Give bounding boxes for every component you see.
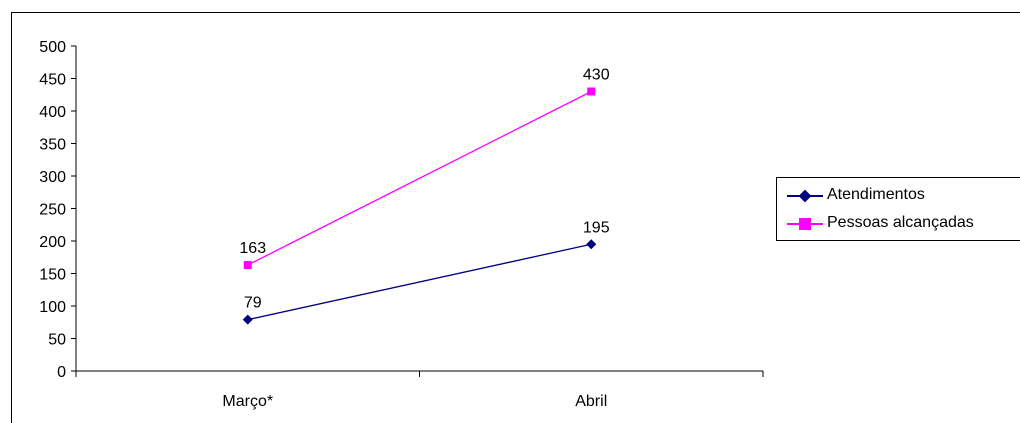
- y-tick-label: 500: [39, 39, 66, 56]
- y-tick-label: 450: [39, 72, 66, 89]
- data-label: 79: [244, 295, 262, 312]
- y-tick-label: 200: [39, 234, 66, 251]
- y-tick-label: 400: [39, 104, 66, 121]
- y-tick-label: 350: [39, 137, 66, 154]
- y-tick-label: 50: [48, 332, 66, 349]
- legend-label-atendimentos: Atendimentos: [827, 186, 925, 203]
- y-tick-label: 300: [39, 169, 66, 186]
- data-label: 163: [239, 240, 266, 257]
- diamond-marker-icon: [798, 189, 812, 203]
- chart-frame: [11, 12, 1020, 423]
- series-layer: 79 195 163 430: [239, 67, 610, 325]
- legend: Atendimentos Pessoas alcançadas: [776, 177, 1020, 241]
- y-tick-label: 0: [57, 364, 66, 381]
- data-point: [242, 314, 253, 325]
- series-line-0: [247, 243, 592, 321]
- y-tick-label: 100: [39, 299, 66, 316]
- data-label: 430: [583, 67, 610, 84]
- x-tick-label: Março*: [222, 393, 273, 410]
- axes: 0 50 100 150 200 250 300 350 400 450 500 Março* Abri…: [39, 39, 764, 410]
- series-line-1: [247, 90, 592, 266]
- legend-item-atendimentos: Atendimentos: [777, 182, 1020, 210]
- legend-label-pessoas: Pessoas alcançadas: [827, 214, 974, 231]
- legend-item-pessoas: Pessoas alcançadas: [777, 210, 1020, 238]
- y-tick-label: 250: [39, 202, 66, 219]
- data-point: [243, 261, 252, 270]
- y-tick-label: 150: [39, 267, 66, 284]
- data-point: [587, 87, 596, 96]
- data-label: 195: [583, 219, 610, 236]
- x-tick-label: Abril: [575, 393, 607, 410]
- square-marker-icon: [799, 218, 811, 230]
- data-point: [586, 239, 597, 250]
